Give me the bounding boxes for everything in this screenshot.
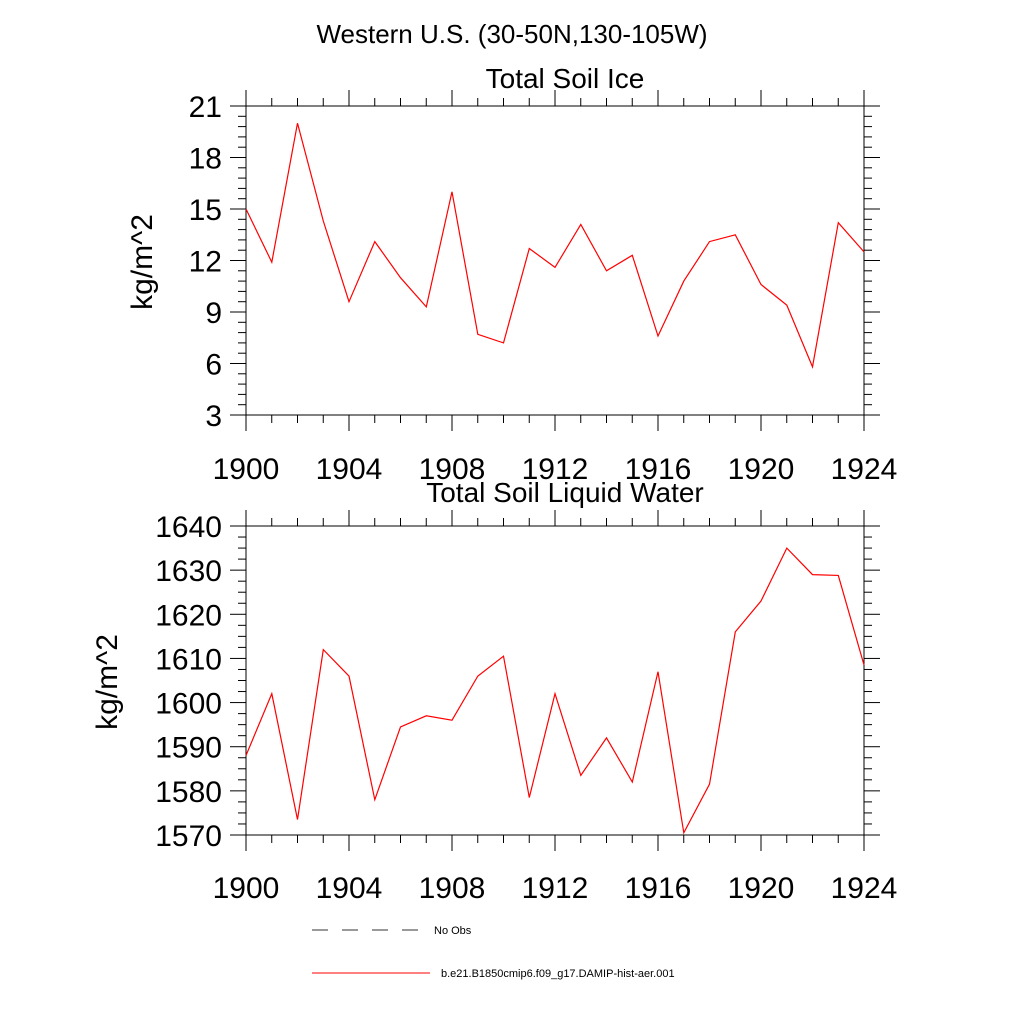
plot-frame bbox=[245, 525, 865, 836]
x-tick-label: 1908 bbox=[419, 872, 486, 905]
x-tick-label: 1900 bbox=[213, 453, 280, 486]
x-tick-label: 1908 bbox=[419, 453, 486, 486]
x-tick-label: 1920 bbox=[728, 872, 795, 905]
x-tick-label: 1916 bbox=[625, 453, 692, 486]
y-tick-label: 3 bbox=[205, 400, 222, 433]
y-tick-label: 1640 bbox=[155, 511, 222, 544]
y-tick-label: 1620 bbox=[155, 599, 222, 632]
legend-label-no-obs: No Obs bbox=[434, 925, 472, 937]
y-tick-label: 1570 bbox=[155, 820, 222, 853]
plot-frame bbox=[245, 105, 865, 416]
series-line bbox=[245, 547, 865, 835]
y-tick-label: 12 bbox=[189, 246, 222, 279]
y-tick-label: 1630 bbox=[155, 555, 222, 588]
y-axis-label: kg/m^2 bbox=[91, 634, 124, 730]
x-tick-label: 1912 bbox=[522, 453, 589, 486]
panel-title: Total Soil Liquid Water bbox=[426, 477, 704, 508]
x-tick-label: 1916 bbox=[625, 872, 692, 905]
series-line bbox=[245, 123, 865, 370]
y-tick-label: 1600 bbox=[155, 688, 222, 721]
y-tick-label: 1610 bbox=[155, 643, 222, 676]
legend-label-model: b.e21.B1850cmip6.f09_g17.DAMIP-hist-aer.… bbox=[441, 968, 675, 980]
y-tick-label: 21 bbox=[189, 91, 222, 124]
x-tick-label: 1900 bbox=[213, 872, 280, 905]
panel-total-soil-ice: Total Soil Ice kg/m^2 1900 1904 1908 1912 1916… bbox=[126, 63, 897, 486]
figure-title: Western U.S. (30-50N,130-105W) bbox=[316, 19, 707, 49]
y-tick-label: 1590 bbox=[155, 732, 222, 765]
x-tick-label: 1924 bbox=[831, 453, 898, 486]
y-axis-label: kg/m^2 bbox=[126, 214, 159, 310]
legend: No Obs b.e21.B1850cmip6.f09_g17.DAMIP-hi… bbox=[312, 925, 675, 980]
y-tick-label: 6 bbox=[205, 349, 222, 382]
y-tick-label: 15 bbox=[189, 194, 222, 227]
y-tick-label: 18 bbox=[189, 143, 222, 176]
x-tick-label: 1912 bbox=[522, 872, 589, 905]
x-tick-label: 1904 bbox=[316, 872, 383, 905]
panel-title: Total Soil Ice bbox=[486, 63, 645, 94]
panel-total-soil-liquid-water: Total Soil Liquid Water kg/m^2 1900 1904 190… bbox=[91, 477, 897, 905]
x-tick-label: 1904 bbox=[316, 453, 383, 486]
x-tick-label: 1920 bbox=[728, 453, 795, 486]
y-tick-label: 9 bbox=[205, 297, 222, 330]
x-tick-label: 1924 bbox=[831, 872, 898, 905]
y-tick-label: 1580 bbox=[155, 776, 222, 809]
